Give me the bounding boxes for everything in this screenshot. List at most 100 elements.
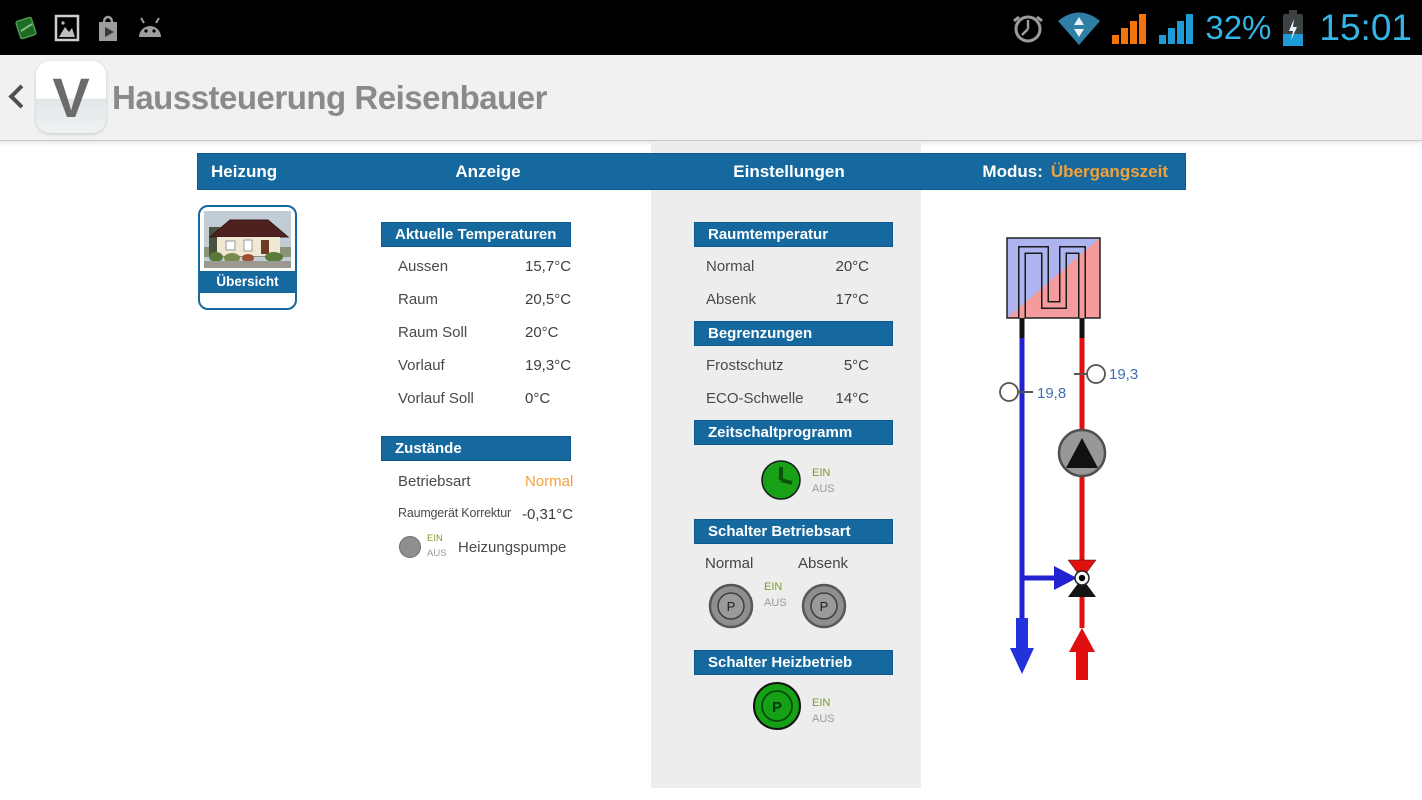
heizbetrieb-aus-label: AUS	[812, 713, 835, 725]
section-header-zustaende: Zustände	[381, 436, 571, 461]
state-label: Betriebsart	[398, 473, 471, 490]
betriebsart-aus-label: AUS	[764, 597, 787, 609]
setting-value: 20°C	[835, 258, 869, 275]
setting-label: Frostschutz	[706, 357, 784, 374]
app-icon	[15, 16, 37, 39]
setting-row: Frostschutz 5°C	[694, 357, 893, 376]
section-header-aktuelle-temperaturen: Aktuelle Temperaturen	[381, 222, 571, 247]
button-letter: P	[772, 699, 782, 716]
clock-hands-icon	[779, 467, 793, 485]
temp-row: Raum Soll 20°C	[381, 324, 571, 343]
page-title: Haussteuerung Reisenbauer	[112, 79, 547, 116]
schalter-normal-button[interactable]: P	[708, 583, 755, 630]
section-header-begrenzungen: Begrenzungen	[694, 321, 893, 346]
section-header-raumtemperatur: Raumtemperatur	[694, 222, 893, 247]
battery-percent: 32%	[1205, 9, 1272, 46]
temp-value: 0°C	[525, 390, 551, 407]
sensor-left-icon	[999, 382, 1019, 402]
temp-value: 15,7°C	[525, 258, 572, 275]
valve-bottom-icon	[1068, 578, 1096, 597]
play-store-icon	[99, 15, 117, 41]
modus-value: Übergangszeit	[1050, 162, 1168, 181]
status-icons-left	[14, 0, 164, 55]
setting-value: 14°C	[835, 390, 869, 407]
section-header-schalter-betriebsart: Schalter Betriebsart	[694, 519, 893, 544]
led-ein-label: EIN	[427, 533, 443, 544]
heizungspumpe-label: Heizungspumpe	[458, 539, 567, 556]
temp-label: Raum Soll	[398, 324, 468, 341]
android-icon	[139, 16, 161, 37]
temp-row: Vorlauf 19,3°C	[381, 357, 571, 376]
temp-label: Vorlauf	[398, 357, 445, 374]
setting-row: Normal 20°C	[694, 258, 893, 277]
wifi-icon	[1058, 12, 1101, 45]
valve-top-icon	[1067, 559, 1097, 580]
zeit-aus-label: AUS	[812, 483, 835, 495]
temp-label: Raum	[398, 291, 439, 308]
button-letter: P	[727, 599, 736, 614]
app-header: V Haussteuerung Reisenbauer	[0, 55, 1422, 141]
nav-einstellungen[interactable]: Einstellungen	[733, 162, 845, 181]
temp-value: 20°C	[525, 324, 559, 341]
flow-up-arrow	[1076, 652, 1088, 680]
temp-value: 20,5°C	[525, 291, 572, 308]
logo-letter: V	[52, 65, 90, 129]
gallery-icon	[54, 14, 80, 41]
setting-row: Absenk 17°C	[694, 291, 893, 310]
house-photo	[204, 211, 291, 268]
uebersicht-button[interactable]: Übersicht	[198, 205, 297, 310]
heating-coil-inner	[1019, 247, 1085, 318]
section-header-schalter-heizbetrieb: Schalter Heizbetrieb	[694, 650, 893, 675]
modus-label: Modus:	[982, 162, 1043, 181]
temp-value: 19,3°C	[525, 357, 572, 374]
uebersicht-label: Übersicht	[200, 271, 295, 293]
signal-orange-icon	[1112, 13, 1147, 44]
heating-circuit-diagram: 19,8 19,3	[999, 237, 1138, 680]
temp-label: Vorlauf Soll	[398, 390, 474, 407]
setting-label: ECO-Schwelle	[706, 390, 804, 407]
setting-label: Normal	[706, 258, 755, 275]
temp-label: Aussen	[398, 258, 449, 275]
korrektur-value: -0,31°C	[522, 506, 574, 523]
heizungspumpe-led	[399, 536, 421, 558]
betriebsart-ein-label: EIN	[764, 581, 783, 593]
state-row: Raumgerät Korrektur -0,31°C	[381, 506, 574, 525]
app-logo: V	[36, 61, 106, 133]
nav-heizung[interactable]: Heizung	[211, 162, 278, 181]
sensor-right-icon	[1086, 364, 1106, 384]
betriebsart-absenk-label: Absenk	[798, 555, 849, 572]
status-icons-right: 32% 15:01	[1010, 0, 1418, 55]
temp-row: Raum 20,5°C	[381, 291, 571, 310]
section-nav-bar: Heizung Anzeige Einstellungen Modus: Über…	[197, 153, 1186, 190]
battery-icon	[1283, 9, 1304, 46]
sensor-right-value: 19,3	[1109, 366, 1138, 383]
zeitschaltprogramm-button[interactable]	[760, 459, 803, 502]
setting-row: ECO-Schwelle 14°C	[694, 390, 893, 409]
betriebsart-value: Normal	[525, 473, 574, 490]
status-bar: 32% 15:01	[0, 0, 1422, 55]
temp-row: Aussen 15,7°C	[381, 258, 571, 277]
signal-blue-icon	[1159, 13, 1194, 44]
flow-down-arrow-head	[1010, 648, 1034, 674]
modus-indicator: Modus: Übergangszeit	[982, 154, 1168, 189]
heizbetrieb-button[interactable]: P	[752, 681, 802, 731]
schalter-absenk-button[interactable]: P	[801, 583, 848, 630]
setting-label: Absenk	[706, 291, 757, 308]
sensor-left-value: 19,8	[1037, 385, 1066, 402]
section-header-zeitschaltprogramm: Zeitschaltprogramm	[694, 420, 893, 445]
back-icon[interactable]	[8, 84, 33, 109]
clock-text: 15:01	[1319, 7, 1412, 48]
branch-arrow-icon	[1054, 566, 1077, 590]
valve-dot-icon	[1078, 574, 1086, 582]
nav-anzeige[interactable]: Anzeige	[455, 162, 521, 181]
temp-row: Vorlauf Soll 0°C	[381, 390, 571, 409]
state-label: Raumgerät Korrektur	[398, 506, 511, 520]
state-row: Betriebsart Normal	[381, 473, 574, 492]
alarm-icon	[1013, 15, 1044, 42]
pump-triangle-icon	[1066, 438, 1098, 468]
setting-value: 5°C	[843, 357, 869, 374]
flow-down-arrow	[1016, 618, 1028, 648]
flow-up-arrow-head	[1069, 628, 1095, 652]
led-aus-label: AUS	[427, 548, 447, 559]
